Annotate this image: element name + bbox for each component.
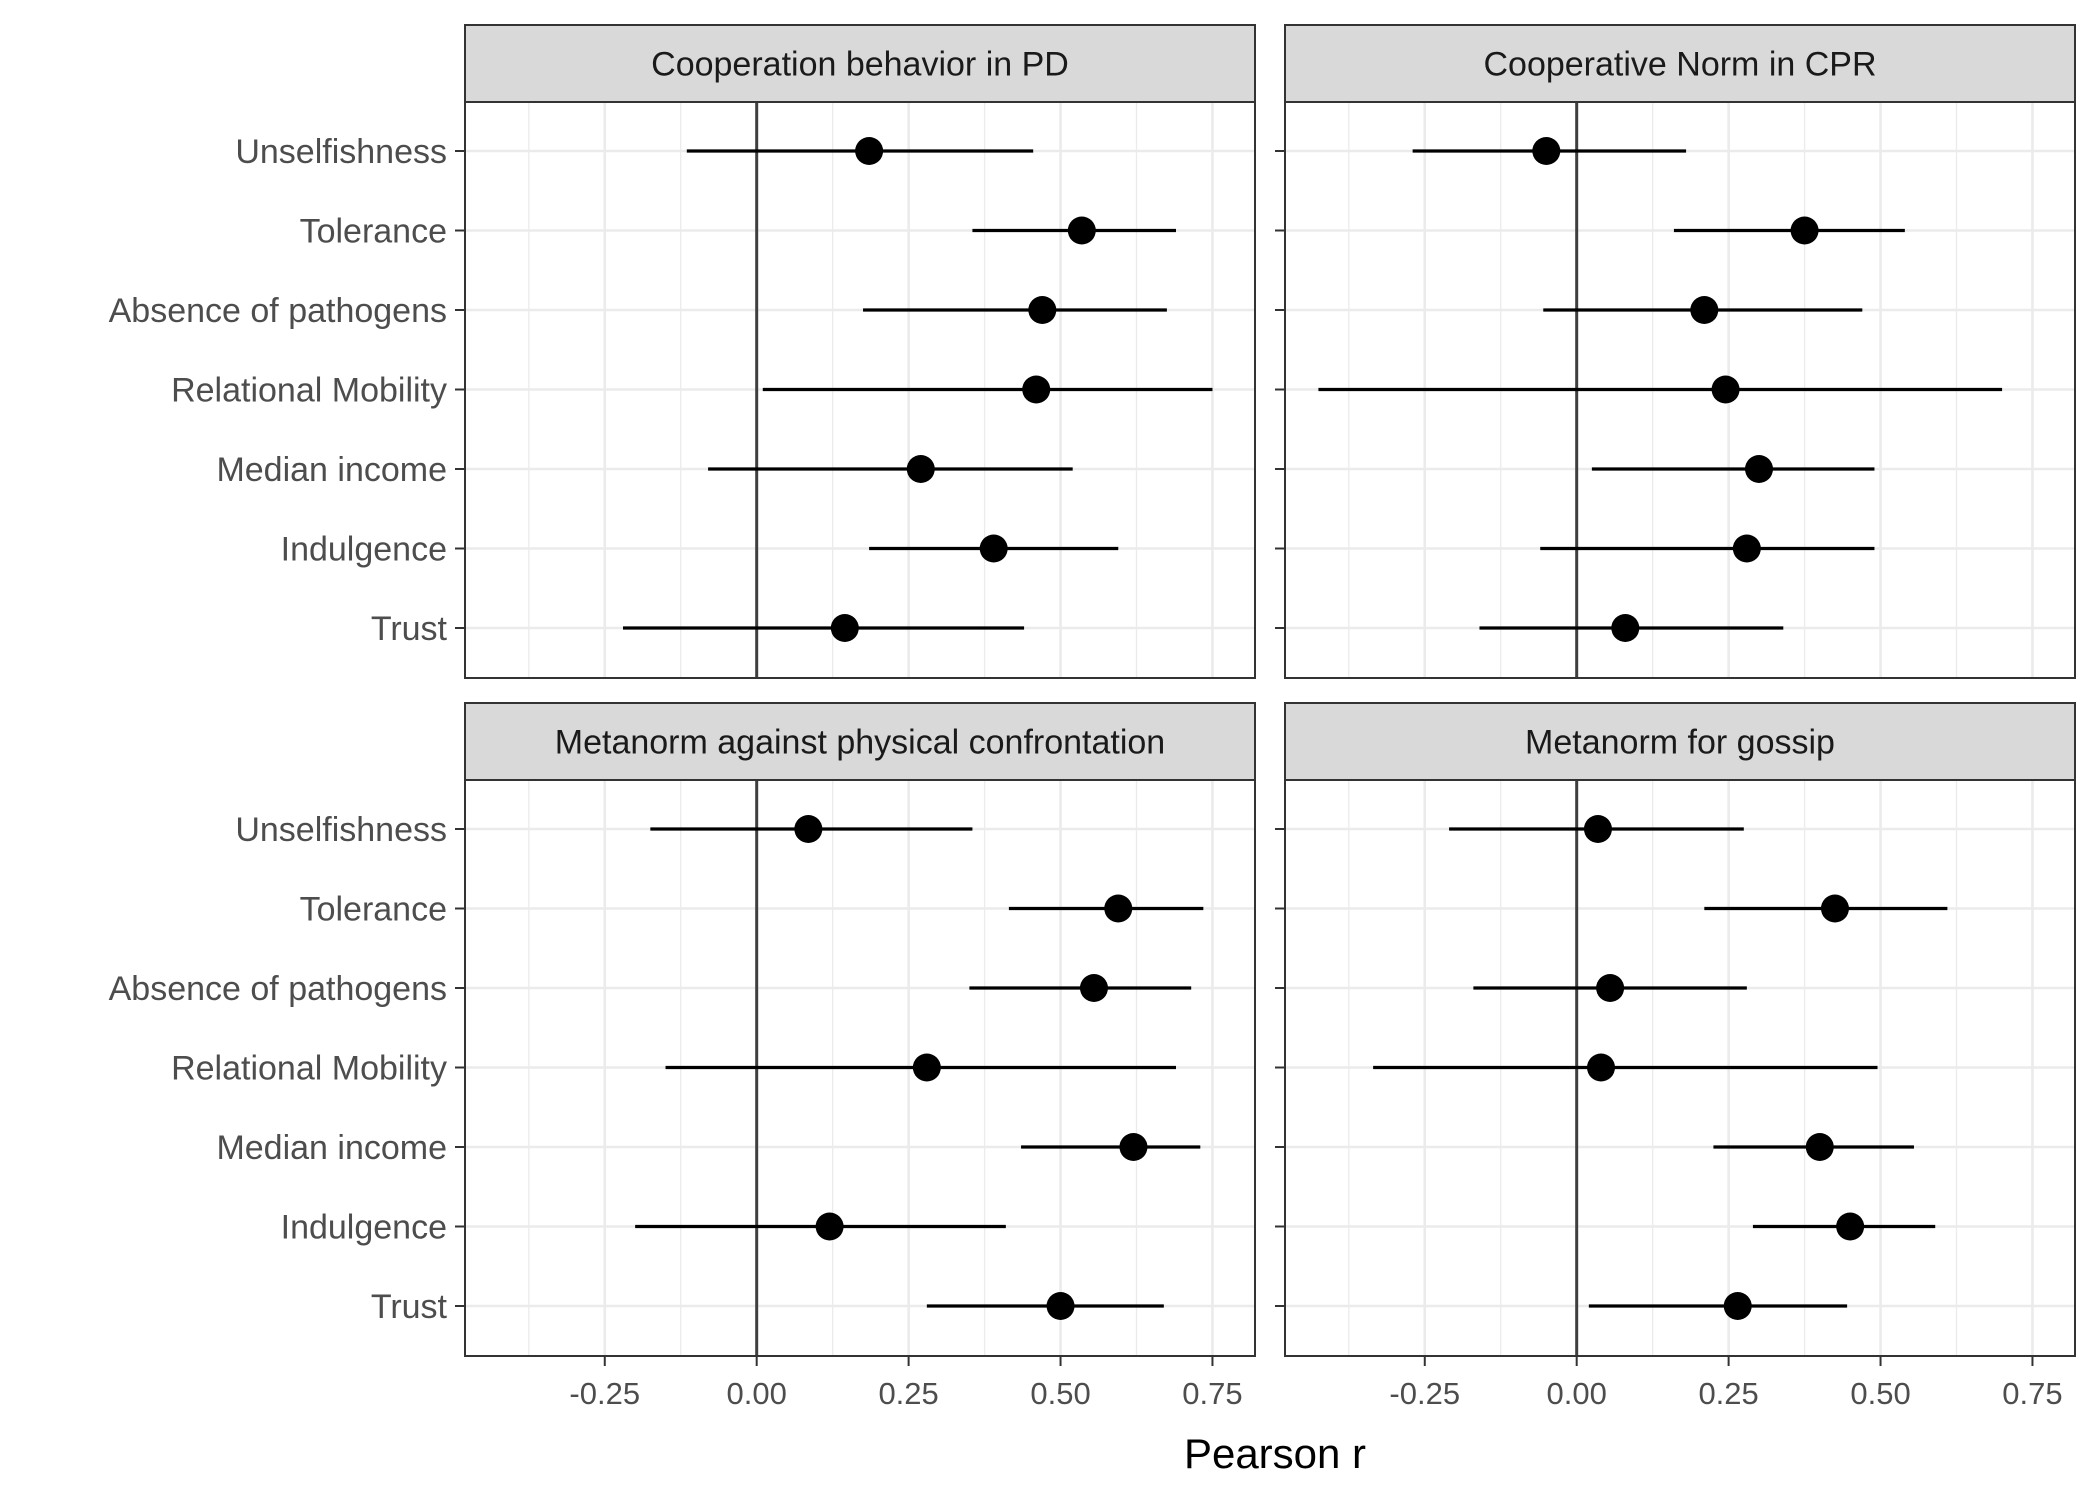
data-point bbox=[1836, 1212, 1865, 1241]
y-tick-label: Indulgence bbox=[281, 1209, 447, 1247]
data-point bbox=[1532, 137, 1561, 165]
x-tick-label: 0.75 bbox=[1182, 1376, 1242, 1411]
data-point bbox=[815, 1212, 844, 1241]
data-point bbox=[1104, 894, 1133, 923]
x-tick-label: 0.75 bbox=[2002, 1376, 2062, 1411]
data-point bbox=[1745, 455, 1773, 483]
y-tick-label: Absence of pathogens bbox=[109, 292, 447, 330]
facet-title: Metanorm against physical confrontation bbox=[555, 724, 1165, 762]
data-point bbox=[1732, 534, 1761, 563]
x-tick-label: 0.25 bbox=[1698, 1376, 1758, 1411]
data-point bbox=[1723, 1292, 1752, 1320]
y-tick-label: Relational Mobility bbox=[171, 372, 447, 410]
facet-title: Cooperative Norm in CPR bbox=[1483, 46, 1876, 84]
y-tick-label: Indulgence bbox=[281, 531, 447, 569]
y-tick-label: Median income bbox=[216, 1129, 447, 1167]
data-point bbox=[1805, 1133, 1834, 1161]
y-tick-label: Unselfishness bbox=[235, 133, 447, 171]
data-point bbox=[1119, 1133, 1148, 1161]
data-point bbox=[1583, 815, 1612, 843]
facet-strip bbox=[1284, 702, 2076, 781]
x-tick-label: -0.25 bbox=[1389, 1376, 1460, 1411]
data-point bbox=[1711, 375, 1740, 404]
facet-title: Cooperation behavior in PD bbox=[651, 46, 1069, 84]
x-tick-label: 0.50 bbox=[1850, 1376, 1910, 1411]
panel: Metanorm for gossip -0.25 0.00 0.25 0.50 0.75 bbox=[1275, 702, 2076, 1411]
data-point bbox=[1028, 296, 1057, 324]
data-point bbox=[830, 614, 859, 642]
y-tick-label: Absence of pathogens bbox=[109, 970, 447, 1008]
x-tick-label: 0.50 bbox=[1030, 1376, 1090, 1411]
panel: Metanorm against physical confrontation U… bbox=[109, 702, 1256, 1411]
data-point bbox=[1596, 974, 1625, 1002]
data-point bbox=[979, 534, 1008, 563]
facet-strip bbox=[1284, 24, 2076, 103]
data-point bbox=[1067, 216, 1096, 245]
data-point bbox=[1046, 1292, 1075, 1320]
data-point bbox=[794, 815, 823, 843]
y-tick-label: Tolerance bbox=[300, 891, 447, 929]
y-tick-label: Trust bbox=[371, 610, 448, 648]
x-tick-label: 0.25 bbox=[878, 1376, 938, 1411]
facet-title: Metanorm for gossip bbox=[1525, 724, 1835, 762]
data-point bbox=[906, 455, 935, 483]
y-tick-label: Trust bbox=[371, 1288, 448, 1326]
x-axis-title: Pearson r bbox=[1184, 1430, 1366, 1477]
data-point bbox=[1820, 894, 1849, 923]
y-tick-label: Unselfishness bbox=[235, 811, 447, 849]
panels: Cooperation behavior in PD Unselfishness T… bbox=[109, 24, 2076, 1411]
panel: Cooperative Norm in CPR bbox=[1275, 24, 2076, 679]
y-tick-label: Median income bbox=[216, 451, 447, 489]
data-point bbox=[855, 137, 884, 165]
x-tick-label: -0.25 bbox=[569, 1376, 640, 1411]
panel: Cooperation behavior in PD Unselfishness T… bbox=[109, 24, 1256, 679]
data-point bbox=[1690, 296, 1719, 324]
data-point bbox=[912, 1053, 941, 1082]
data-point bbox=[1079, 974, 1108, 1002]
x-tick-label: 0.00 bbox=[1547, 1376, 1607, 1411]
data-point bbox=[1587, 1053, 1615, 1082]
x-tick-label: 0.00 bbox=[727, 1376, 787, 1411]
data-point bbox=[1611, 614, 1640, 642]
facet-strip bbox=[464, 702, 1256, 781]
facet-strip bbox=[464, 24, 1256, 103]
data-point bbox=[1022, 375, 1051, 404]
y-tick-label: Tolerance bbox=[300, 213, 447, 251]
y-tick-label: Relational Mobility bbox=[171, 1050, 447, 1088]
data-point bbox=[1790, 216, 1819, 245]
